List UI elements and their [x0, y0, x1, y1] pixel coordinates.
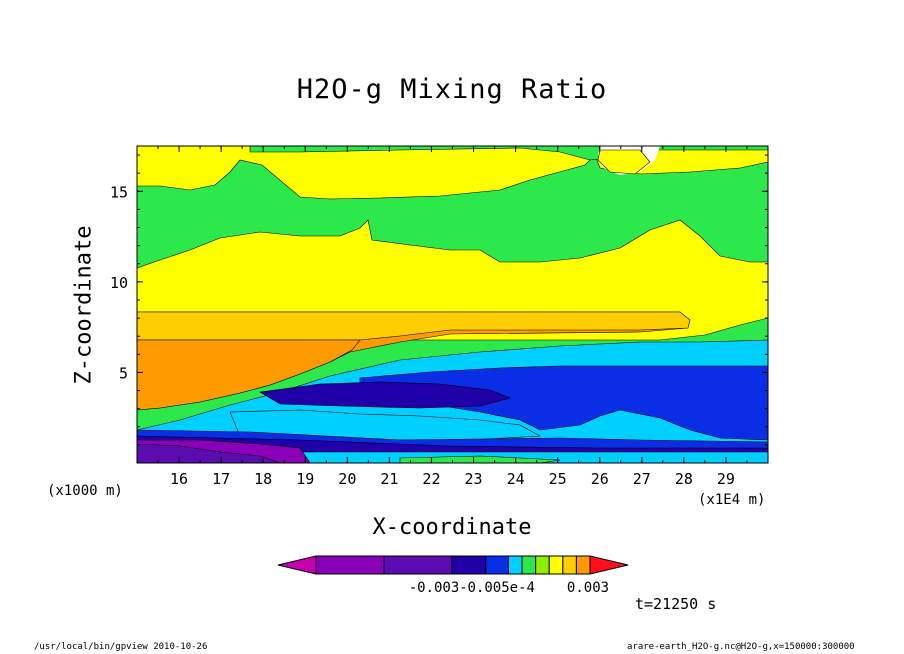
contour-bottom-green [399, 455, 561, 463]
contour-bottom-violet [137, 443, 281, 463]
x-axis: 16 17 18 19 20 21 22 23 24 25 26 27 28 29 [136, 146, 769, 488]
x-tick-label: 16 [170, 470, 188, 488]
x-tick-label: 18 [254, 470, 272, 488]
x-tick-label: 27 [633, 470, 651, 488]
y-tick-label: 10 [110, 274, 128, 292]
x-axis-label: X-coordinate [372, 515, 532, 540]
colorbar-segment [535, 555, 550, 575]
x-tick-label: 23 [465, 470, 483, 488]
x-tick-label: 26 [591, 470, 609, 488]
x-unit-right: (x1E4 m) [698, 492, 766, 508]
colorbar-segment [485, 555, 509, 575]
x-tick-label: 19 [296, 470, 314, 488]
chart-title: H2O-g Mixing Ratio [296, 74, 608, 105]
colorbar-segment [451, 555, 487, 575]
y-axis-label: Z-coordinate [71, 225, 97, 385]
contour-navy [259, 381, 511, 409]
colorbar-label: -0.005e-4 [459, 580, 535, 596]
x-tick-label: 22 [422, 470, 440, 488]
colorbar-segment [507, 555, 523, 575]
colorbar-segment [562, 555, 577, 575]
y-tick-label: 5 [119, 364, 128, 382]
x-unit-left: (x1000 m) [47, 483, 123, 499]
x-tick-label: 21 [380, 470, 398, 488]
x-tick-label: 24 [507, 470, 525, 488]
colorbar: -0.003 -0.005e-4 0.003 [277, 555, 629, 596]
contour-blue [359, 365, 768, 441]
contour-yellow-spot [597, 149, 651, 175]
time-label: t=21250 s [635, 595, 717, 613]
colorbar-min-triangle [277, 555, 317, 575]
colorbar-max-triangle [589, 555, 629, 575]
colorbar-segment [575, 555, 591, 575]
contour-yellow-mid [137, 219, 768, 341]
contour-deep-orange [137, 339, 361, 411]
x-tick-label: 17 [212, 470, 230, 488]
colorbar-segment [315, 555, 385, 575]
contour-field [137, 146, 768, 463]
colorbar-segment [548, 555, 564, 575]
y-tick-label: 15 [110, 183, 128, 201]
y-axis: 5 10 15 [110, 154, 768, 446]
footer-right: arare-earth_H2O-g.nc@H2O-g,x=150000:3000… [627, 642, 855, 652]
colorbar-label: -0.003 [409, 580, 460, 596]
x-tick-label: 25 [549, 470, 567, 488]
colorbar-segment [383, 555, 453, 575]
x-tick-label: 20 [338, 470, 356, 488]
colorbar-segment [521, 555, 537, 575]
x-tick-label: 28 [675, 470, 693, 488]
footer-left: /usr/local/bin/gpview 2010-10-26 [34, 642, 208, 652]
x-tick-label: 29 [717, 470, 735, 488]
colorbar-label: 0.003 [567, 580, 609, 596]
